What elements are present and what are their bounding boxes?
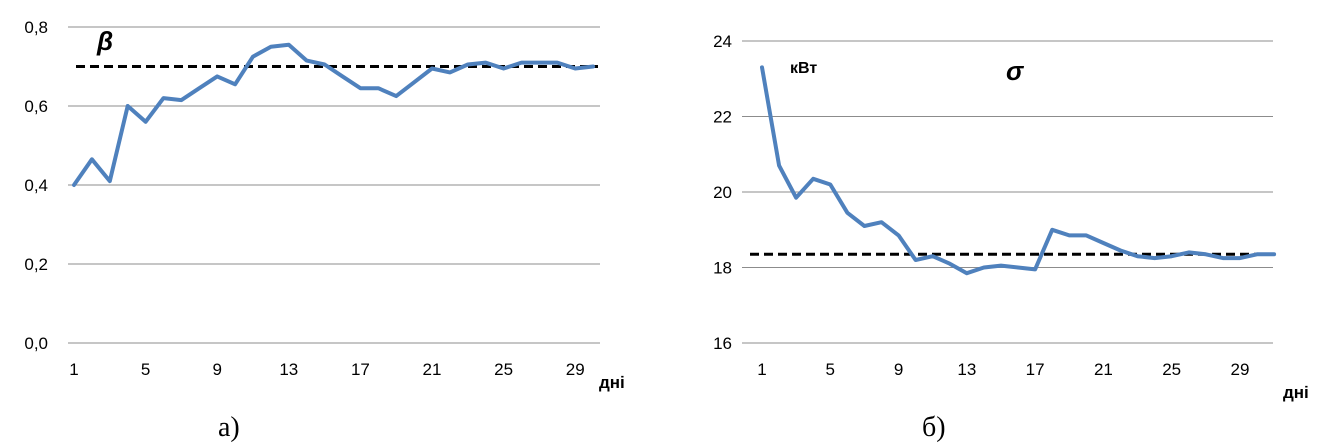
x-tick-label: 9 xyxy=(212,360,221,379)
x-tick-label: 25 xyxy=(1162,360,1181,379)
x-tick-label: 5 xyxy=(141,360,150,379)
x-tick-label: 29 xyxy=(566,360,585,379)
unit-label: кВт xyxy=(790,60,817,77)
series-line xyxy=(760,65,1277,276)
x-tick-label: 21 xyxy=(423,360,442,379)
x-tick-label: 25 xyxy=(494,360,513,379)
series-line xyxy=(72,42,596,187)
x-axis-label: дні xyxy=(1283,383,1309,402)
chart-symbol: σ xyxy=(1006,56,1025,86)
y-tick-label: 24 xyxy=(713,32,732,51)
chart-caption: б) xyxy=(922,412,946,443)
y-tick-label: 22 xyxy=(713,108,732,127)
chart-a-beta: 0,0 0,2 0,4 0,6 0,8 1 5 9 13 17 21 25 29 дні β а) xyxy=(24,18,624,443)
chart-b-sigma: 16 18 20 22 24 1 5 9 13 17 21 25 29 дні σ кВт б) xyxy=(713,32,1309,443)
x-tick-label: 17 xyxy=(1026,360,1045,379)
y-tick-label: 0,6 xyxy=(24,97,48,116)
chart-symbol: β xyxy=(96,26,113,56)
x-tick-label: 13 xyxy=(279,360,298,379)
x-tick-label: 29 xyxy=(1230,360,1249,379)
y-tick-label: 0,2 xyxy=(24,255,48,274)
y-tick-label: 16 xyxy=(713,334,732,353)
x-tick-label: 13 xyxy=(957,360,976,379)
x-tick-label: 1 xyxy=(757,360,766,379)
x-axis-label: дні xyxy=(599,373,625,392)
x-tick-label: 5 xyxy=(826,360,835,379)
x-tick-label: 9 xyxy=(894,360,903,379)
chart-caption: а) xyxy=(218,412,240,443)
y-tick-label: 0,0 xyxy=(24,334,48,353)
y-tick-label: 0,4 xyxy=(24,176,48,195)
x-tick-label: 1 xyxy=(69,360,78,379)
y-tick-label: 18 xyxy=(713,259,732,278)
y-tick-label: 0,8 xyxy=(24,18,48,37)
x-tick-label: 21 xyxy=(1094,360,1113,379)
y-tick-label: 20 xyxy=(713,183,732,202)
x-tick-label: 17 xyxy=(351,360,370,379)
